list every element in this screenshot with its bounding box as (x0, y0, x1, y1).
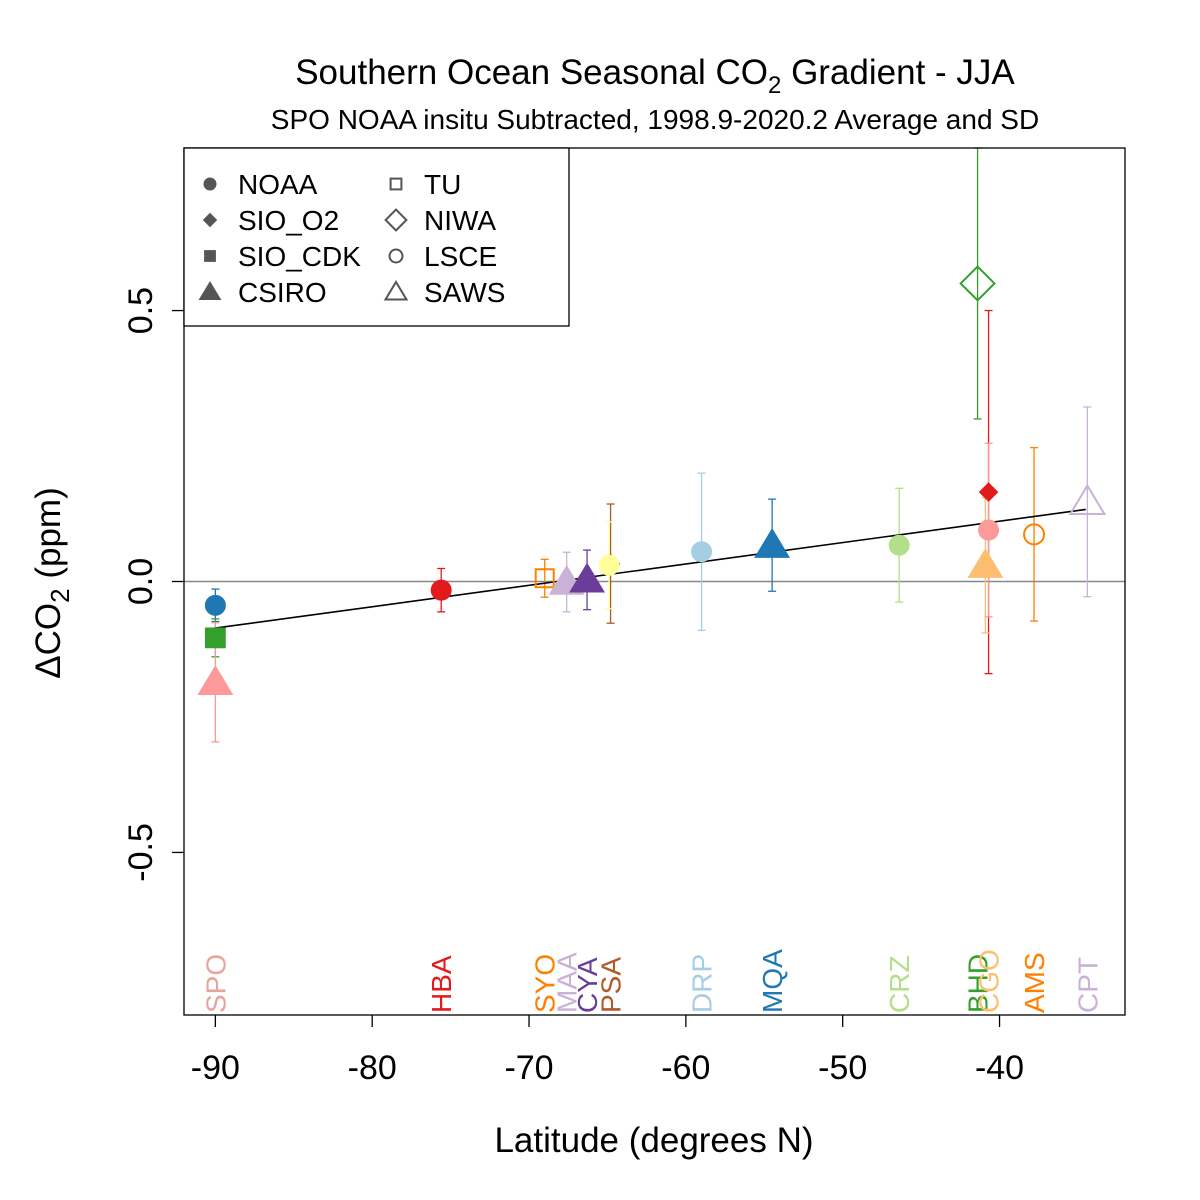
site-label-mqa: MQA (757, 949, 788, 1013)
site-label-bhd: BHD (963, 954, 994, 1013)
chart-title: Southern Ocean Seasonal CO2 Gradient - J… (295, 53, 1015, 99)
site-label-cgo: CGO (974, 949, 1005, 1013)
data-point-cgo-csiro (967, 548, 1004, 578)
title-rest: Gradient - JJA (781, 53, 1015, 92)
plot-area: -90 -80 -70 -60 -50 -40 -0.5 0.0 0.5 SPO HBA SYOMAA… (122, 147, 1125, 1087)
data-point-cgo-noaa (978, 519, 1000, 541)
y-axis-label-rest: (ppm) (29, 487, 68, 588)
site-label-drp: DRP (687, 954, 718, 1013)
data-point-bhd-sio_o2 (978, 482, 999, 502)
data-point-cpt-saws (1068, 483, 1107, 516)
data-point-cya-csiro (569, 562, 606, 593)
legend-marker-sio_cdk (204, 250, 216, 262)
site-label-cya: CYA (572, 957, 603, 1013)
data-point-ams-lsce (1023, 523, 1046, 546)
legend-box (183, 147, 570, 327)
legend-marker-lsce (388, 248, 404, 264)
legend-marker-noaa (203, 177, 217, 191)
y-tick-label: 0.5 (122, 287, 160, 334)
legend-label-noaa: NOAA (238, 169, 318, 200)
svg-text:ΔCO2 (ppm): ΔCO2 (ppm) (29, 487, 75, 678)
data-point-spo-csiro (197, 665, 234, 695)
data-point-hba-noaa (430, 579, 452, 601)
title-subscript: 2 (768, 72, 781, 99)
y-tick-label: -0.5 (122, 823, 160, 882)
site-label-syo: SYO (530, 954, 561, 1013)
legend-marker-sio_o2 (202, 212, 218, 228)
x-tick-label: -70 (504, 1049, 553, 1087)
data-point-bhd-niwa (959, 265, 996, 302)
x-tick-label: -50 (818, 1049, 867, 1087)
data-point-mqa-csiro (754, 527, 791, 558)
plot-frame (183, 147, 1126, 1016)
data-point-spo-noaa (204, 594, 226, 616)
y-tick-label: 0.0 (122, 558, 160, 605)
x-axis-label: Latitude (degrees N) (494, 1121, 813, 1160)
legend-marker-niwa (384, 208, 408, 232)
legend-label-tu: TU (424, 169, 461, 200)
data-point-drp-noaa (691, 541, 713, 563)
data-point-spo-sio_cdk (204, 627, 226, 649)
svg-text:Southern Ocean Seasonal CO2 Gr: Southern Ocean Seasonal CO2 Gradient - J… (295, 53, 1015, 99)
site-label-psa: PSA (596, 957, 627, 1013)
legend-label-csiro: CSIRO (238, 277, 327, 308)
y-axis-label-subscript: 2 (45, 588, 75, 602)
site-label-cpt: CPT (1072, 957, 1103, 1013)
regression-line (215, 508, 1086, 629)
legend-marker-tu (389, 177, 403, 191)
legend: NOAA SIO_O2 SIO_CDK CSIRO TU NIWA LSCE SAWS (183, 147, 570, 327)
site-label-spo: SPO (200, 954, 231, 1013)
x-tick-label: -40 (975, 1049, 1024, 1087)
x-tick-label: -60 (661, 1049, 710, 1087)
chart-subtitle: SPO NOAA insitu Subtracted, 1998.9-2020.… (271, 104, 1039, 135)
site-label-ams: AMS (1019, 952, 1050, 1013)
x-tick-label: -90 (191, 1049, 240, 1087)
title-main: Southern Ocean Seasonal CO (295, 53, 768, 92)
legend-label-sio_cdk: SIO_CDK (238, 241, 361, 272)
legend-marker-saws (383, 280, 409, 301)
y-axis-label-main: ΔCO (29, 603, 68, 679)
y-axis-label: ΔCO2 (ppm) (29, 487, 75, 678)
data-point-syo-tu (534, 568, 555, 589)
x-tick-label: -80 (348, 1049, 397, 1087)
site-label-hba: HBA (426, 955, 457, 1013)
legend-label-lsce: LSCE (424, 241, 497, 272)
legend-marker-csiro (198, 281, 222, 300)
legend-label-niwa: NIWA (424, 205, 496, 236)
site-label-maa: MAA (552, 952, 583, 1013)
data-point-psa-noaa (598, 554, 620, 576)
site-label-crz: CRZ (884, 955, 915, 1013)
data-point-crz-noaa (888, 534, 910, 556)
legend-label-saws: SAWS (424, 277, 505, 308)
legend-label-sio_o2: SIO_O2 (238, 205, 339, 236)
